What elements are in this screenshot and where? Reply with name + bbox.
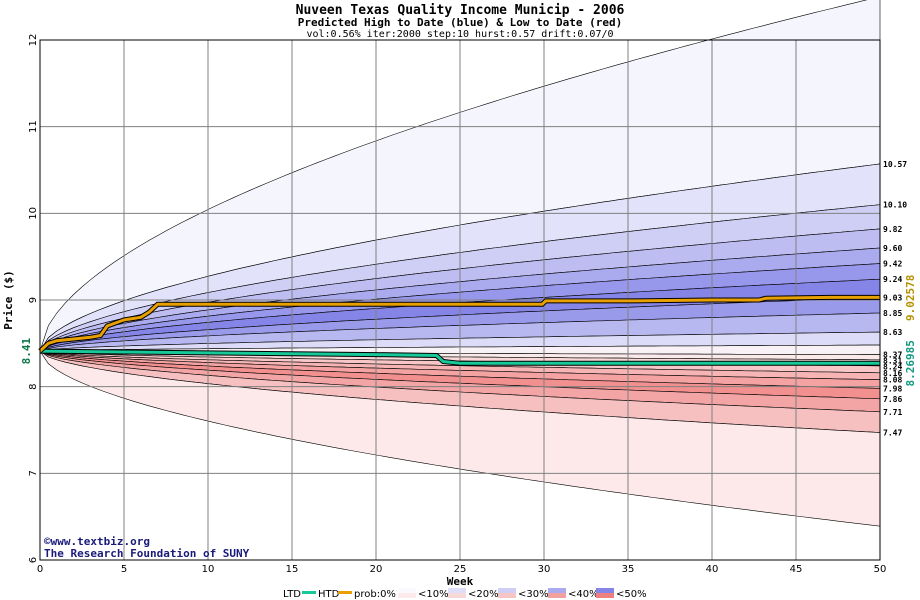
band-label-4: 9.42 (883, 260, 902, 269)
legend-htd-swatch (338, 591, 352, 594)
watermark-org: The Research Foundation of SUNY (44, 547, 250, 560)
band-label-15: 7.86 (883, 395, 902, 404)
htd-line (38, 295, 880, 353)
plot-frame (39, 39, 881, 561)
band-label-11: 8.24 (883, 363, 902, 372)
band-label-14: 7.98 (883, 384, 902, 393)
chart-title: Nuveen Texas Quality Income Municip - 20… (296, 3, 625, 18)
y-tick-11: 11 (28, 120, 39, 133)
legend-item-40: <40% (568, 589, 599, 600)
band-label-10: 8.31 (883, 357, 902, 366)
x-tick-40: 40 (706, 564, 719, 575)
x-tick-5: 5 (121, 564, 127, 575)
y-axis-ticks: 6 7 8 9 10 11 12 (28, 34, 39, 564)
htd-final-label: 9.02578 (904, 275, 917, 321)
ltd-final-label: 8.26985 (904, 340, 917, 386)
chart-subtitle: Predicted High to Date (blue) & Low to D… (298, 16, 623, 29)
band-label-12: 8.16 (883, 369, 902, 378)
band-label-5: 9.24 (883, 275, 902, 284)
x-tick-10: 10 (202, 564, 215, 575)
y-axis-label: Price ($) (2, 270, 15, 330)
legend-htd-label: HTD (318, 589, 340, 600)
x-tick-30: 30 (538, 564, 551, 575)
legend-swatch-0 (398, 588, 416, 593)
band-label-0: 10.57 (883, 160, 907, 169)
legend-swatch-low-4 (596, 593, 614, 598)
band-label-9: 8.37 (883, 351, 902, 360)
start-price-label: 8.41 (20, 338, 33, 365)
legend-item-50: <50% (616, 589, 647, 600)
band-label-16: 7.71 (883, 408, 902, 417)
series (38, 294, 880, 366)
legend-swatch-4 (596, 588, 614, 593)
y-tick-6: 6 (28, 557, 39, 563)
x-tick-20: 20 (370, 564, 383, 575)
legend-ltd-label: LTD (283, 589, 301, 600)
y-tick-10: 10 (28, 207, 39, 220)
watermark-url: ©www.textbiz.org (44, 535, 150, 548)
y-tick-9: 9 (28, 297, 39, 303)
legend-swatch-low-1 (448, 593, 466, 598)
legend-swatch-low-3 (548, 593, 566, 598)
legend-item-10: <10% (418, 589, 449, 600)
chart-params: vol:0.56% iter:2000 step:10 hurst:0.57 d… (306, 29, 613, 40)
band-label-2: 9.82 (883, 225, 902, 234)
band-end-labels: 10.57 10.10 9.82 9.60 9.42 9.24 9.03 8.85 8.63 8.… (883, 160, 907, 438)
x-tick-25: 25 (454, 564, 467, 575)
x-tick-45: 45 (790, 564, 803, 575)
y-tick-12: 12 (28, 34, 39, 47)
y-tick-8: 8 (28, 383, 39, 389)
band-label-6: 9.03 (883, 293, 902, 302)
ltd-line (39, 349, 880, 365)
legend-swatch-low-2 (498, 593, 516, 598)
x-tick-50: 50 (874, 564, 887, 575)
legend-swatch-low-0 (398, 593, 416, 598)
x-tick-35: 35 (622, 564, 635, 575)
band-label-3: 9.60 (883, 244, 902, 253)
legend-swatch-2 (498, 588, 516, 593)
band-label-8: 8.63 (883, 328, 902, 337)
legend: LTD HTD prob:0% <10% <20% <30% <40% <50% (283, 588, 647, 600)
legend-swatch-3 (548, 588, 566, 593)
y-tick-7: 7 (28, 470, 39, 476)
band-label-1: 10.10 (883, 201, 907, 210)
x-tick-15: 15 (286, 564, 299, 575)
legend-swatch-1 (448, 588, 466, 593)
x-axis-ticks: 0 5 10 15 20 25 30 35 40 45 50 (37, 564, 887, 575)
band-label-13: 8.08 (883, 376, 902, 385)
x-axis-label: Week (447, 575, 474, 588)
legend-item-20: <20% (468, 589, 499, 600)
band-label-17: 7.47 (883, 429, 902, 438)
band-label-7: 8.85 (883, 309, 902, 318)
legend-ltd-swatch (302, 591, 316, 594)
legend-prob-label: prob:0% (354, 589, 396, 600)
legend-item-30: <30% (518, 589, 549, 600)
x-tick-0: 0 (37, 564, 43, 575)
